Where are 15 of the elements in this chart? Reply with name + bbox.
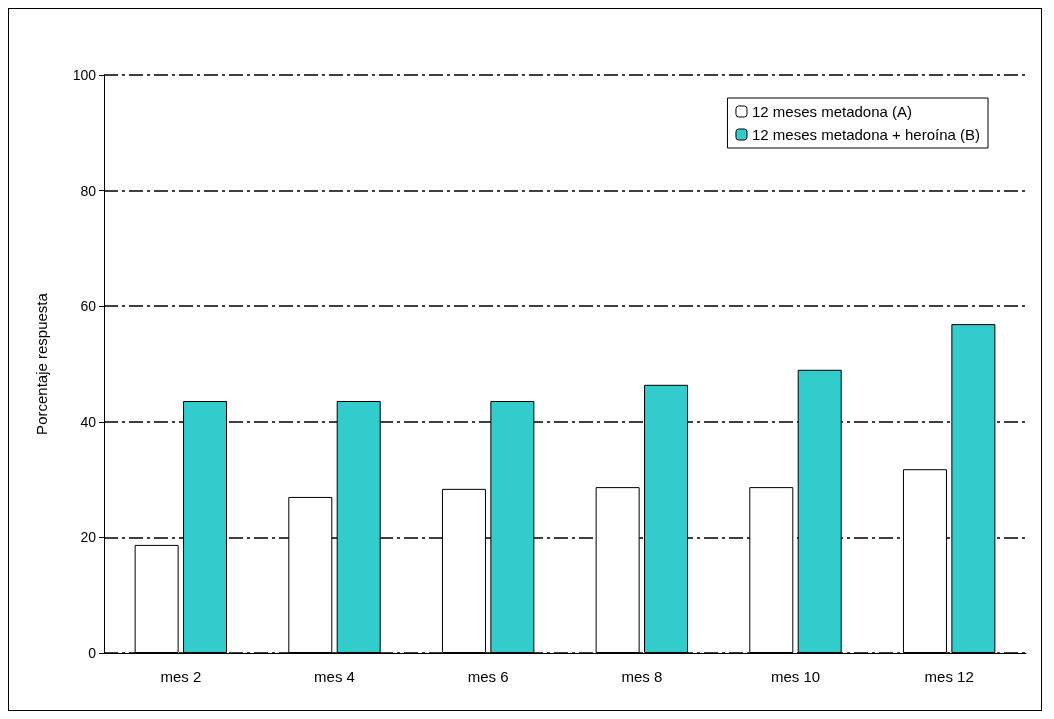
x-tick-label: mes 8 <box>621 668 663 685</box>
x-tick-label: mes 4 <box>314 668 355 685</box>
x-tick-label: mes 10 <box>770 668 821 685</box>
x-tick-label: mes 12 <box>924 668 974 685</box>
y-tick-label: 40 <box>80 413 97 430</box>
y-tick-label: 0 <box>88 645 97 661</box>
y-axis-title: Porcentaje respuesta <box>33 292 50 435</box>
legend-label: 12 meses metadona (A) <box>751 103 913 120</box>
y-tick-label: 80 <box>80 182 97 199</box>
y-tick-label: 100 <box>72 67 97 83</box>
y-tick-label: 60 <box>80 298 97 315</box>
x-tick-label: mes 2 <box>160 668 202 685</box>
y-tick-label: 20 <box>80 529 97 546</box>
x-tick-label: mes 6 <box>467 668 509 685</box>
legend-label: 12 meses metadona + heroína (B) <box>751 126 980 143</box>
